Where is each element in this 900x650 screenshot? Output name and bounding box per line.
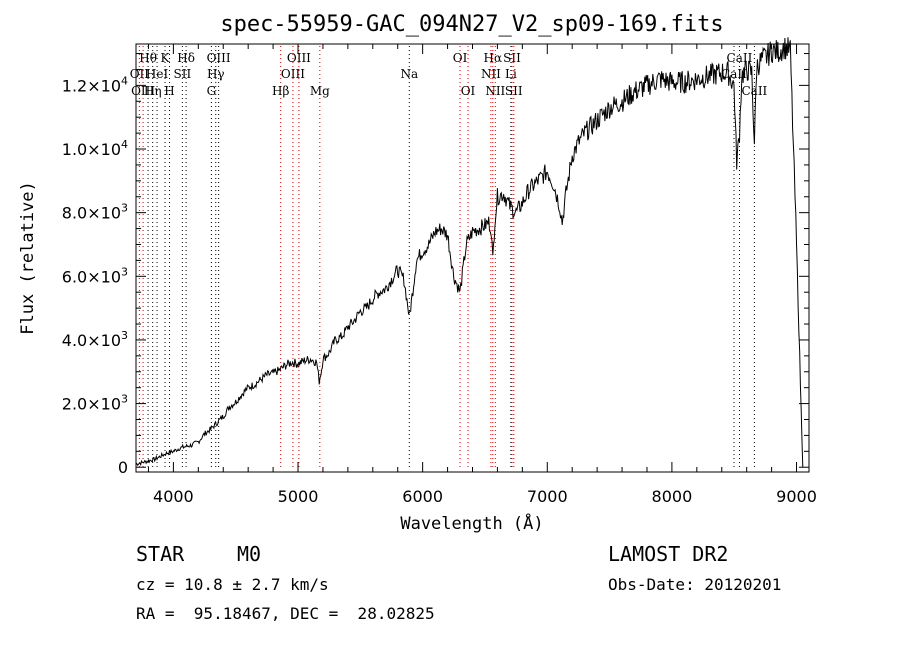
spectrum-line bbox=[135, 37, 804, 468]
x-tick-label: 7000 bbox=[527, 487, 568, 506]
line-marker-label: H bbox=[164, 84, 174, 98]
line-marker-label: SII bbox=[174, 67, 192, 81]
y-tick-mantissa: 8.0×10 bbox=[62, 204, 121, 223]
obs-date: Obs-Date: 20120201 bbox=[608, 575, 782, 594]
line-marker-label: HeI bbox=[146, 67, 169, 81]
y-tick-mantissa: 1.0×10 bbox=[62, 140, 121, 159]
y-axis-label: Flux (relative) bbox=[18, 181, 38, 335]
line-marker-label: CaII bbox=[741, 84, 767, 98]
y-tick-mantissa: 1.2×10 bbox=[62, 76, 121, 95]
spectrum-chart: spec-55959-GAC_094N27_V2_sp09-169.fits H… bbox=[18, 12, 817, 534]
y-tick-label: 8.0×103 bbox=[62, 202, 128, 223]
line-marker-label: Li bbox=[505, 67, 517, 81]
line-marker-label: OIII bbox=[207, 51, 231, 65]
y-tick-label: 6.0×103 bbox=[62, 265, 128, 286]
x-axis: 4000 5000 6000 7000 8000 9000 bbox=[147, 44, 817, 506]
line-marker-label: Mg bbox=[310, 84, 330, 98]
survey-name: LAMOST DR2 bbox=[608, 542, 729, 566]
line-marker-label: Hδ bbox=[177, 51, 195, 65]
y-tick-mantissa: 4.0×10 bbox=[62, 331, 121, 350]
y-tick-exponent: 3 bbox=[121, 265, 128, 278]
y-tick-exponent: 3 bbox=[121, 202, 128, 215]
line-marker-label: K bbox=[161, 51, 171, 65]
x-tick-label: 6000 bbox=[402, 487, 443, 506]
chart-title: spec-55959-GAC_094N27_V2_sp09-169.fits bbox=[220, 12, 723, 37]
x-tick-label: 5000 bbox=[278, 487, 319, 506]
line-marker-label: Hβ bbox=[272, 84, 289, 98]
line-marker-label: Hθ bbox=[139, 51, 157, 65]
line-marker-label: Hα bbox=[484, 51, 503, 65]
line-marker-label: G bbox=[207, 84, 217, 98]
redshift-text: cz = 10.8 ± 2.7 km/s bbox=[136, 575, 329, 594]
y-tick-label: 1.0×104 bbox=[62, 138, 128, 159]
line-marker-label: OIII bbox=[281, 67, 305, 81]
y-tick-label: 4.0×103 bbox=[62, 329, 128, 350]
line-marker-label: NII bbox=[485, 84, 505, 98]
object-class: STAR bbox=[136, 542, 185, 566]
line-marker-label: SII bbox=[505, 84, 523, 98]
y-tick-exponent: 3 bbox=[121, 393, 128, 406]
x-tick-label: 8000 bbox=[652, 487, 693, 506]
line-marker-label: SII bbox=[503, 51, 521, 65]
x-tick-label: 9000 bbox=[776, 487, 817, 506]
line-marker-label: OII bbox=[130, 67, 150, 81]
line-marker-label: NII bbox=[481, 67, 501, 81]
y-tick-exponent: 3 bbox=[121, 329, 128, 342]
y-tick-label: 2.0×103 bbox=[62, 393, 128, 414]
y-tick-label: 1.2×104 bbox=[62, 74, 128, 95]
line-marker-label: Na bbox=[400, 67, 418, 81]
line-marker-label: OI bbox=[453, 51, 468, 65]
line-marker-label: OI bbox=[461, 84, 476, 98]
line-marker-label: OIII bbox=[287, 51, 311, 65]
x-tick-label: 4000 bbox=[153, 487, 194, 506]
x-axis-label: Wavelength (Å) bbox=[400, 512, 543, 534]
y-tick-mantissa: 0 bbox=[118, 458, 128, 477]
y-tick-exponent: 4 bbox=[121, 138, 128, 151]
subclass: M0 bbox=[237, 542, 262, 566]
line-marker-label: Hγ bbox=[207, 67, 225, 81]
y-tick-mantissa: 6.0×10 bbox=[62, 267, 121, 286]
y-tick-mantissa: 2.0×10 bbox=[62, 395, 121, 414]
line-marker-label: OIII bbox=[131, 84, 155, 98]
y-axis: 02.0×1034.0×1036.0×1038.0×1031.0×1041.2×… bbox=[62, 53, 809, 477]
y-tick-exponent: 4 bbox=[121, 74, 128, 87]
y-tick-label: 0 bbox=[118, 458, 128, 477]
line-marker-label: CaII bbox=[721, 67, 747, 81]
coordinates: RA = 95.18467, DEC = 28.02825 bbox=[136, 604, 435, 623]
plot-frame bbox=[135, 43, 810, 473]
